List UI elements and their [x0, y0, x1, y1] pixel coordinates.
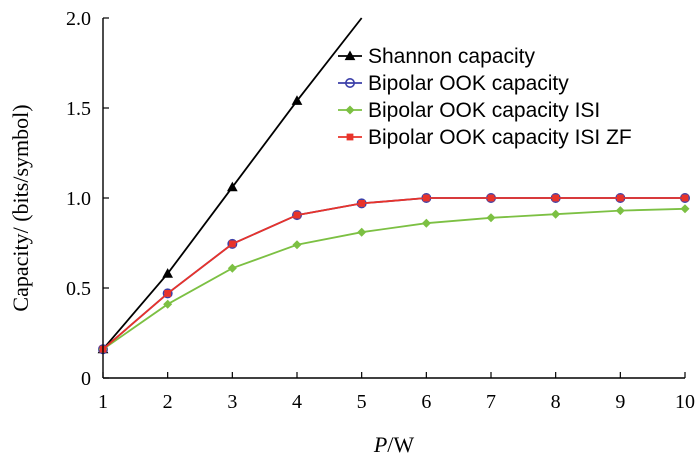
x-axis-title-italic: P	[373, 432, 387, 457]
x-axis-title: P/W	[373, 432, 415, 457]
bipolar-ook-capacity-isi-point	[163, 299, 173, 309]
bipolar-ook-capacity-isi-zf-point	[164, 290, 172, 297]
y-tick-label: 1.0	[66, 188, 91, 210]
series-layer	[97, 17, 690, 355]
legend-item-bipolar-ook-capacity: Bipolar OOK capacity	[338, 72, 569, 95]
bipolar-ook-capacity-isi-point	[357, 227, 367, 237]
legend-swatch-marker	[345, 105, 355, 115]
series-shannon-capacity	[97, 17, 363, 354]
y-tick-label: 0.5	[66, 278, 91, 300]
y-tick-label: 0	[81, 368, 91, 390]
legend-item-bipolar-ook-capacity-isi-zf: Bipolar OOK capacity ISI ZF	[338, 126, 632, 149]
ticks-layer: 1 2 3 4 5 6 7 8 9 10 0 0.5 1.0 1.5 2.0	[66, 8, 695, 413]
x-tick-label: 4	[292, 391, 302, 413]
legend-item-bipolar-ook-capacity-isi: Bipolar OOK capacity ISI	[338, 99, 600, 122]
bipolar-ook-capacity-isi-zf-point	[228, 240, 236, 248]
bipolar-ook-capacity-line	[102, 197, 685, 350]
legend-label: Bipolar OOK capacity ISI ZF	[368, 126, 632, 149]
bipolar-ook-capacity-isi-point	[486, 213, 496, 223]
legend-swatch-marker	[344, 50, 356, 61]
y-tick-label: 2.0	[66, 8, 91, 30]
x-tick-label: 10	[675, 391, 695, 413]
bipolar-ook-capacity-point	[162, 288, 173, 299]
bipolar-ook-capacity-isi-zf-point	[552, 194, 560, 202]
shannon-capacity-point	[291, 95, 303, 105]
bipolar-ook-capacity-isi-zf-point	[487, 194, 495, 202]
series-bipolar-ook-capacity	[98, 193, 690, 355]
x-tick-label: 8	[551, 391, 561, 413]
bipolar-ook-capacity-isi-point	[421, 218, 431, 228]
x-tick-label: 2	[163, 391, 173, 413]
bipolar-ook-capacity-isi-point	[551, 209, 561, 219]
bipolar-ook-capacity-isi-zf-point	[422, 194, 430, 202]
bipolar-ook-capacity-isi-point	[680, 204, 690, 214]
bipolar-ook-capacity-isi-zf-point	[681, 194, 689, 202]
x-tick-label: 7	[486, 391, 496, 413]
legend-item-shannon-capacity: Shannon capacity	[338, 45, 535, 68]
bipolar-ook-capacity-isi-zf-point	[358, 200, 366, 207]
x-axis-title-unit: /W	[387, 432, 414, 457]
legend: Shannon capacity Bipolar OOK capacity Bipo…	[338, 45, 632, 149]
bipolar-ook-capacity-isi-zf-line	[102, 197, 685, 350]
bipolar-ook-capacity-point	[227, 238, 238, 249]
shannon-capacity-point	[226, 181, 238, 192]
x-tick-label: 1	[98, 391, 108, 413]
legend-swatch-marker	[344, 78, 355, 89]
legend-label: Bipolar OOK capacity ISI	[368, 99, 600, 122]
legend-swatch-marker	[346, 133, 354, 141]
bipolar-ook-capacity-isi-point	[615, 206, 625, 216]
y-axis-title: Capacity/ (bits/symbol)	[8, 104, 33, 311]
series-bipolar-ook-capacity-isi-zf	[99, 194, 689, 353]
bipolar-ook-capacity-isi-zf-point	[293, 211, 301, 219]
x-tick-label: 6	[421, 391, 431, 413]
legend-label: Bipolar OOK capacity	[368, 72, 569, 95]
legend-label: Shannon capacity	[368, 45, 535, 68]
shannon-capacity-point	[162, 268, 174, 278]
x-tick-label: 5	[357, 391, 367, 413]
bipolar-ook-capacity-isi-zf-point	[616, 194, 624, 202]
bipolar-ook-capacity-isi-point	[227, 263, 237, 273]
x-tick-label: 9	[615, 391, 625, 413]
x-tick-label: 3	[227, 391, 237, 413]
bipolar-ook-capacity-isi-point	[292, 240, 302, 250]
bipolar-ook-capacity-isi-line	[102, 207, 686, 350]
y-tick-label: 1.5	[66, 98, 91, 120]
